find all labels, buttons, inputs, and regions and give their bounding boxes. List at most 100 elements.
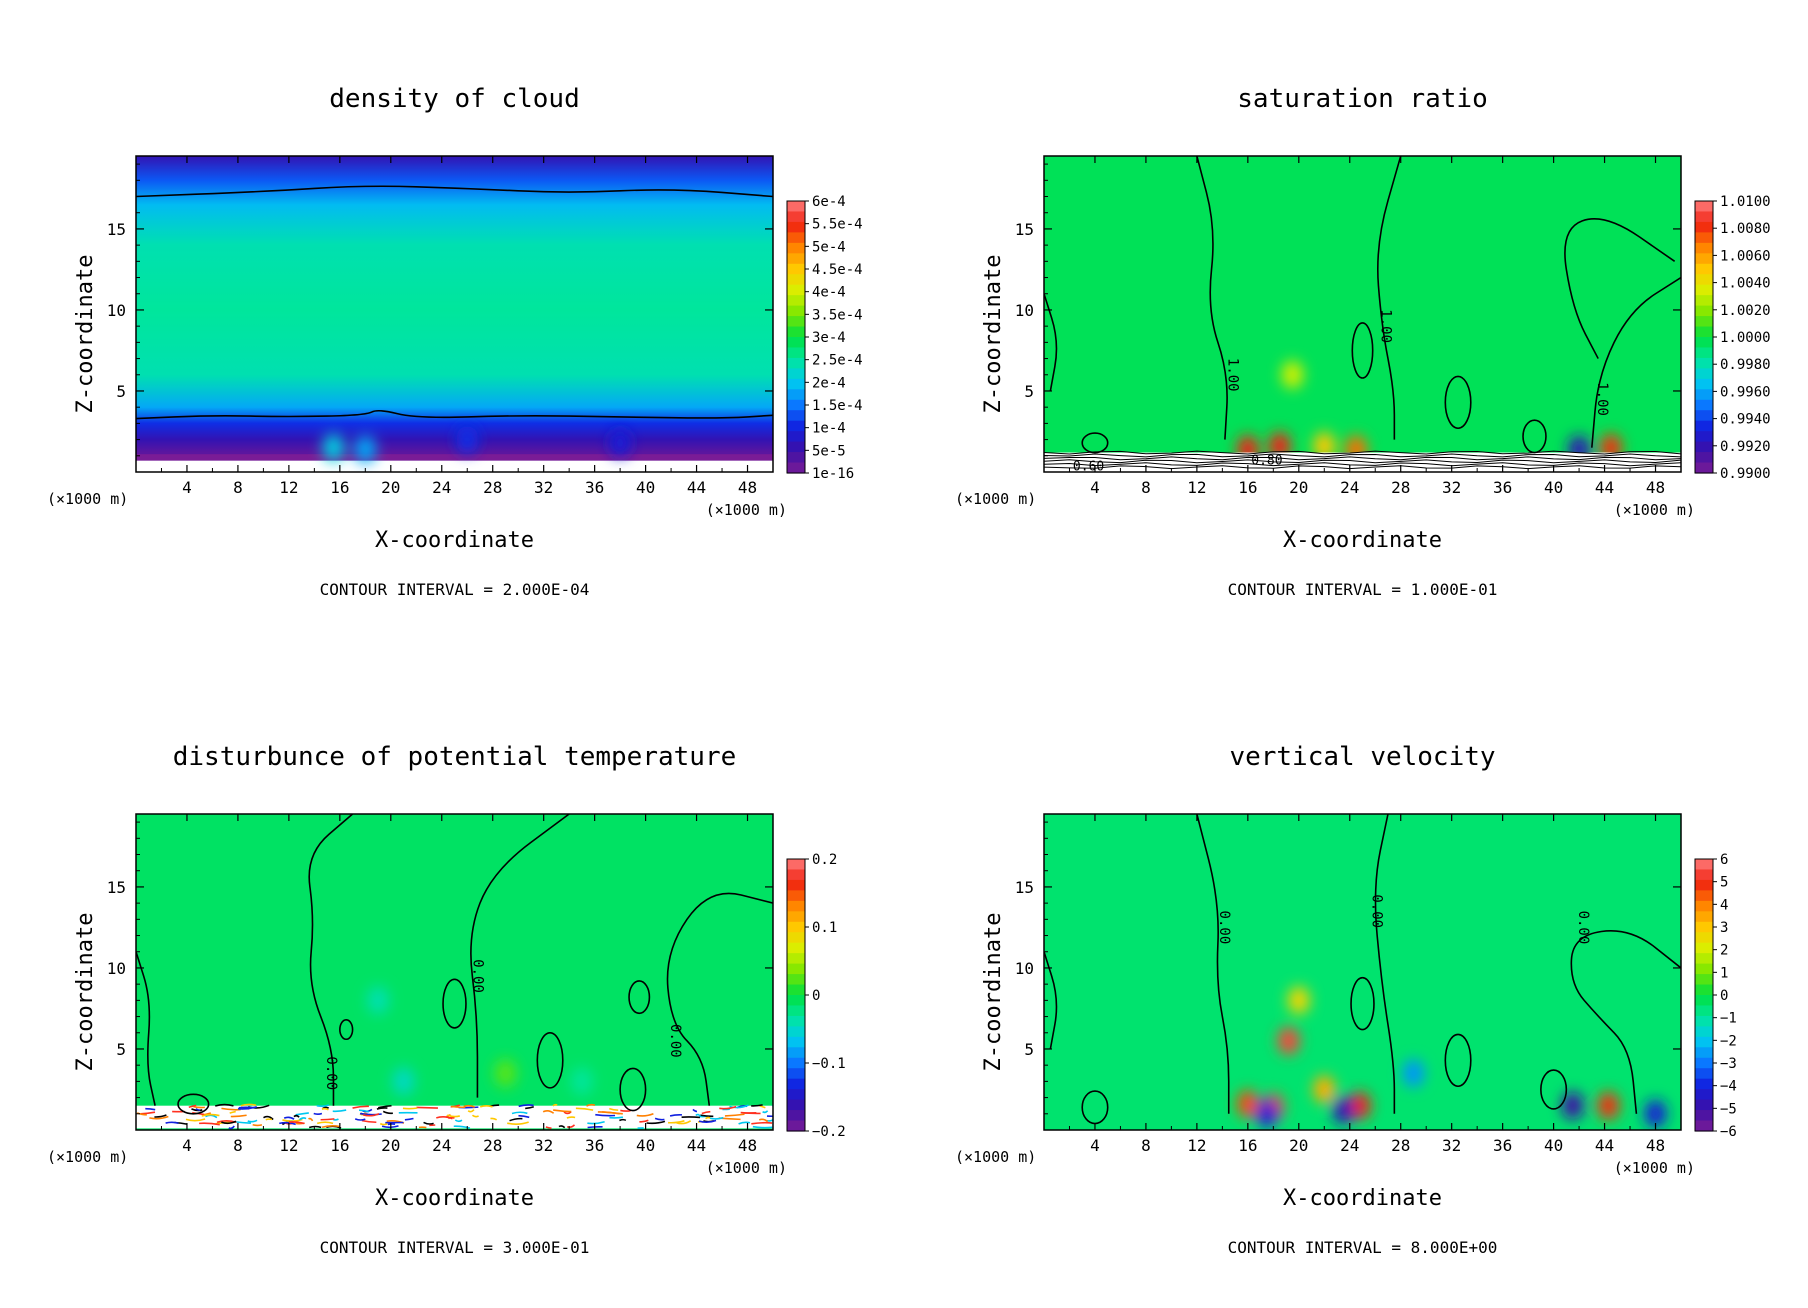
- x-unit-left: (×1000 m): [47, 490, 128, 508]
- surface-squiggle: [575, 1107, 594, 1111]
- x-tick-label: 4: [182, 1136, 192, 1155]
- colorbar-segment: [787, 295, 805, 307]
- surface-squiggle: [738, 1121, 751, 1125]
- colorbar-segment: [1695, 295, 1713, 307]
- colorbar-label: 0: [1720, 988, 1728, 1004]
- colorbar-label: −1: [1720, 1011, 1737, 1027]
- surface-squiggle: [136, 1112, 147, 1116]
- colorbar-segment: [1695, 953, 1713, 965]
- colorbar-segment: [1695, 221, 1713, 233]
- surface-squiggle: [214, 1103, 234, 1107]
- surface-squiggle: [316, 1121, 334, 1125]
- surface-squiggle: [646, 1120, 666, 1125]
- hotspots: [1236, 986, 1667, 1128]
- contour-loop: [628, 980, 651, 1015]
- colorbar-label: 1e-16: [812, 466, 854, 482]
- field-hotspot: [1255, 1099, 1278, 1128]
- colorbar-segment: [1695, 995, 1713, 1007]
- x-tick-label: 24: [1340, 1136, 1359, 1155]
- colorbar-segment: [1695, 879, 1713, 891]
- field-fill: [136, 156, 773, 472]
- colorbar-segment: [787, 221, 805, 233]
- contour-line: [308, 814, 354, 1106]
- surface-squiggle: [453, 1125, 471, 1129]
- colorbar-segment: [1695, 869, 1713, 881]
- colorbar-label: 4: [1720, 897, 1728, 913]
- field-fill: [136, 814, 773, 1130]
- colorbar-label: 0.9920: [1720, 439, 1771, 455]
- surface-squiggle: [566, 1116, 576, 1119]
- colorbar-label: 1.0040: [1720, 276, 1771, 292]
- colorbar-segment: [1695, 1120, 1713, 1132]
- colorbar-label: −0.2: [812, 1124, 846, 1140]
- surface-squiggle: [293, 1114, 300, 1118]
- colorbar-segment: [787, 420, 805, 432]
- field-hotspot: [1561, 1091, 1584, 1120]
- colorbar-segment: [787, 1068, 805, 1080]
- field-hotspot: [1644, 1099, 1667, 1128]
- surface-squiggle: [507, 1121, 529, 1125]
- surface-squiggle: [221, 1107, 241, 1111]
- colorbar-segment: [1695, 253, 1713, 265]
- colorbar-label: −3: [1720, 1056, 1737, 1072]
- colorbar-label: 1.0000: [1720, 330, 1771, 346]
- surface-squiggle: [525, 1106, 535, 1110]
- colorbar-segment: [787, 211, 805, 223]
- colorbar-segment: [787, 995, 805, 1007]
- surface-band: [1044, 452, 1681, 472]
- surface-squiggle: [333, 1118, 339, 1121]
- colorbar-segment: [787, 337, 805, 349]
- surface-squiggle: [359, 1109, 370, 1113]
- plot-frame: [1043, 155, 1682, 473]
- contour-label: 0.00: [470, 959, 486, 993]
- colorbar-segment: [1695, 389, 1713, 401]
- x-tick-label: 24: [432, 1136, 451, 1155]
- colorbar-segment: [1695, 232, 1713, 244]
- colorbar-segment: [1695, 984, 1713, 996]
- colorbar-segment: [1695, 1005, 1713, 1017]
- colorbar-segment: [787, 879, 805, 891]
- surface-squiggle: [359, 1112, 382, 1116]
- colorbar-segment: [1695, 890, 1713, 902]
- colorbar-label: 2.5e-4: [812, 353, 863, 369]
- plot-area: [136, 156, 773, 472]
- z-tick-label: 15: [107, 220, 126, 239]
- contour-line: [1196, 156, 1228, 440]
- x-tick-label: 20: [1289, 1136, 1308, 1155]
- z-tick-label: 5: [1024, 382, 1034, 401]
- z-tick-label: 15: [107, 878, 126, 897]
- x-tick-label: 4: [182, 478, 192, 497]
- colorbar-segment: [1695, 357, 1713, 369]
- colorbar-segment: [1695, 441, 1713, 453]
- contour-loop: [1081, 432, 1109, 454]
- x-tick-label: 12: [1187, 478, 1206, 497]
- surface-squiggle: [379, 1122, 388, 1126]
- x-tick-label: 32: [1442, 478, 1461, 497]
- contour-loop: [1351, 322, 1374, 379]
- contour-line: [1570, 930, 1681, 1114]
- contour-loop: [1444, 1033, 1472, 1088]
- surface-squiggle: [518, 1104, 534, 1108]
- surface-squiggle: [740, 1111, 761, 1115]
- x-tick-label: 8: [1141, 478, 1151, 497]
- surface-squiggle: [404, 1117, 414, 1121]
- surface-squiggle: [597, 1111, 620, 1115]
- surface-squiggle: [552, 1103, 558, 1107]
- contour-interval: CONTOUR INTERVAL = 3.000E-01: [320, 1238, 590, 1257]
- x-unit-right: (×1000 m): [706, 1159, 787, 1177]
- z-tick-label: 10: [1015, 301, 1034, 320]
- surface-squiggle: [609, 1116, 624, 1119]
- colorbar-segment: [787, 410, 805, 422]
- x-unit-left: (×1000 m): [47, 1148, 128, 1166]
- z-tick-label: 5: [116, 1040, 126, 1059]
- colorbar-label: 1: [1720, 965, 1728, 981]
- contour-interval: CONTOUR INTERVAL = 8.000E+00: [1228, 1238, 1498, 1257]
- colorbar-segment: [787, 1099, 805, 1111]
- x-tick-label: 32: [534, 1136, 553, 1155]
- contour-label: 0.00: [1369, 894, 1385, 928]
- colorbar-label: 1.0100: [1720, 194, 1771, 210]
- z-tick-label: 5: [116, 382, 126, 401]
- contour-loop: [1444, 375, 1472, 430]
- colorbar-segment: [1695, 263, 1713, 275]
